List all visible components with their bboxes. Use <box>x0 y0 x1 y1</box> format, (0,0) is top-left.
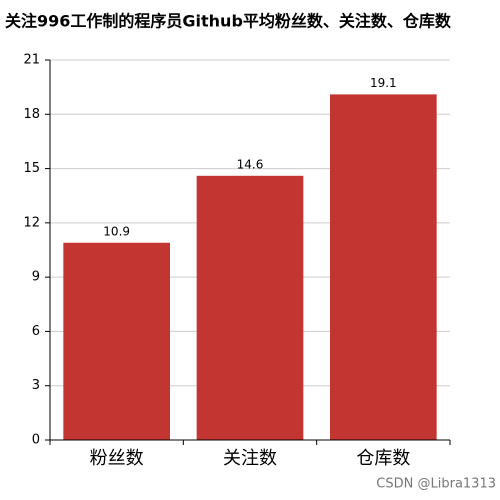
y-tick-label: 12 <box>23 215 40 230</box>
x-tick-label: 粉丝数 <box>90 448 144 469</box>
data-label: 14.6 <box>237 157 264 171</box>
y-tick-label: 9 <box>32 270 40 285</box>
bar <box>63 242 171 440</box>
x-tick-label: 仓库数 <box>356 448 410 469</box>
y-tick-label: 15 <box>23 161 40 176</box>
bar <box>196 175 304 441</box>
y-tick-label: 6 <box>32 324 40 339</box>
chart-title: 关注996工作制的程序员Github平均粉丝数、关注数、仓库数 <box>5 12 452 31</box>
bar <box>330 94 437 440</box>
y-tick-label: 3 <box>32 378 40 393</box>
x-tick-label: 关注数 <box>223 448 277 469</box>
data-label: 10.9 <box>103 224 130 238</box>
data-label: 19.1 <box>370 76 397 90</box>
y-tick-label: 0 <box>32 433 40 448</box>
watermark: CSDN @Libra1313 <box>376 477 496 492</box>
y-tick-label: 21 <box>23 53 40 68</box>
y-tick-label: 18 <box>23 107 40 122</box>
